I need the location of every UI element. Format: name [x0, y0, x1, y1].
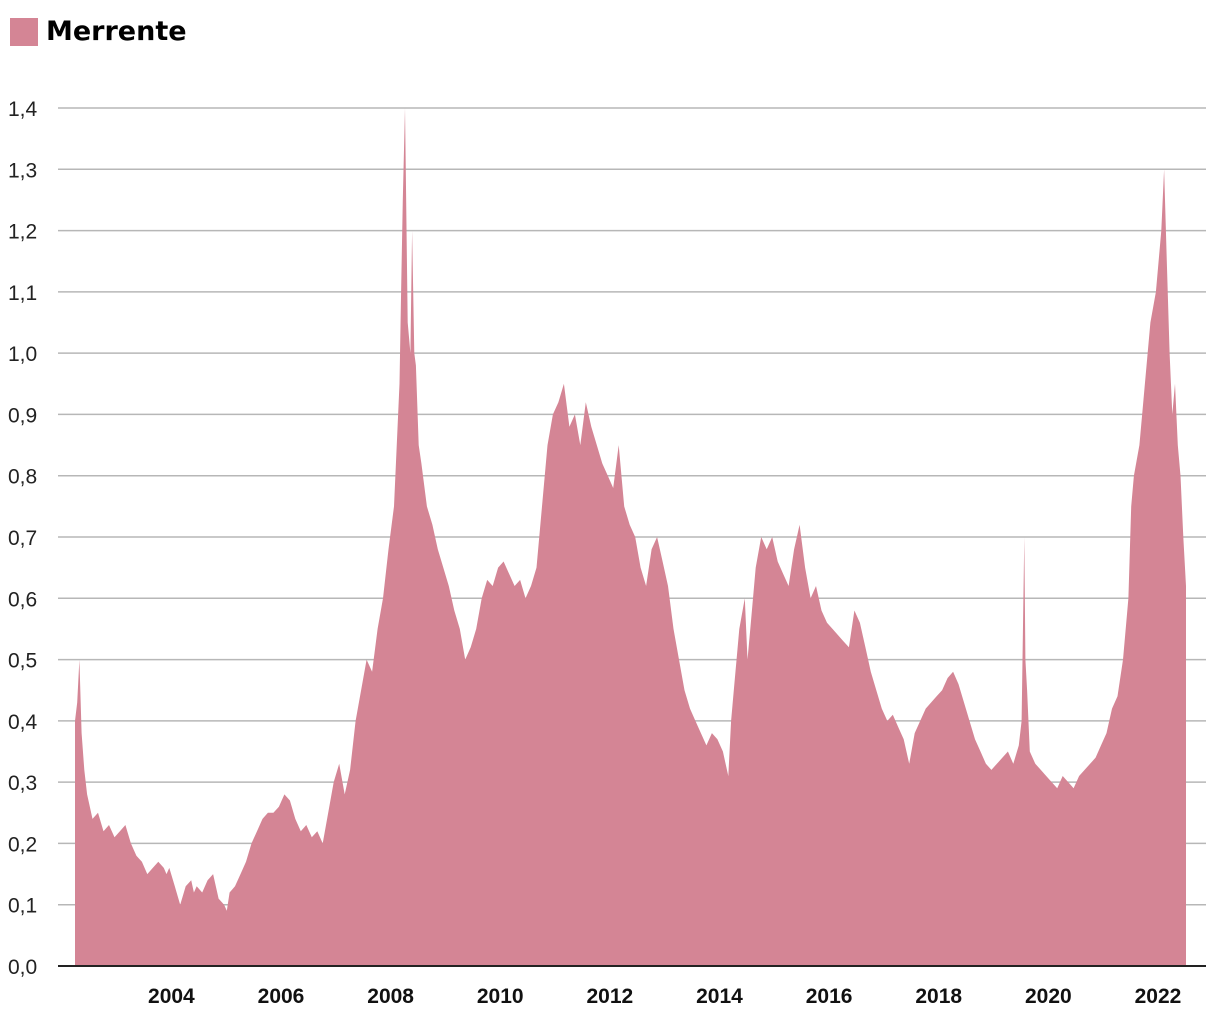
- y-tick-label: 0,9: [8, 404, 37, 427]
- y-tick-label: 0,2: [8, 833, 37, 856]
- y-tick-label: 0,5: [8, 650, 37, 673]
- y-tick-label: 0,0: [8, 956, 37, 979]
- legend: Merrente: [10, 16, 187, 47]
- x-tick-label: 2014: [696, 985, 743, 1008]
- area-merrente: [75, 108, 1186, 966]
- y-tick-label: 1,0: [8, 343, 37, 366]
- y-tick-label: 1,1: [8, 282, 37, 305]
- x-axis: 2004 2006 2008 2010 2012 2014 2016 2018 2020 2022: [148, 985, 1181, 1008]
- y-tick-label: 0,6: [8, 588, 37, 611]
- x-tick-label: 2020: [1025, 985, 1072, 1008]
- y-axis: 0,0 0,1 0,2 0,3 0,4 0,5 0,6 0,7 0,8 0,9 1,0 1,1 1,2 1…: [8, 98, 38, 979]
- x-tick-label: 2004: [148, 985, 195, 1008]
- legend-label: Merrente: [46, 16, 187, 47]
- x-tick-label: 2006: [258, 985, 305, 1008]
- x-tick-label: 2016: [806, 985, 853, 1008]
- x-tick-label: 2010: [477, 985, 524, 1008]
- y-tick-label: 1,3: [8, 159, 37, 182]
- legend-swatch: [10, 17, 38, 46]
- x-tick-label: 2008: [367, 985, 414, 1008]
- y-tick-label: 0,8: [8, 466, 37, 489]
- y-tick-label: 0,7: [8, 527, 37, 550]
- x-tick-label: 2022: [1135, 985, 1182, 1008]
- y-tick-label: 0,3: [8, 772, 37, 795]
- series-area: [75, 108, 1186, 966]
- y-tick-label: 0,4: [8, 711, 38, 734]
- y-tick-label: 1,4: [8, 98, 38, 121]
- y-tick-label: 0,1: [8, 895, 37, 918]
- x-tick-label: 2018: [915, 985, 962, 1008]
- y-tick-label: 1,2: [8, 221, 37, 244]
- x-tick-label: 2012: [587, 985, 634, 1008]
